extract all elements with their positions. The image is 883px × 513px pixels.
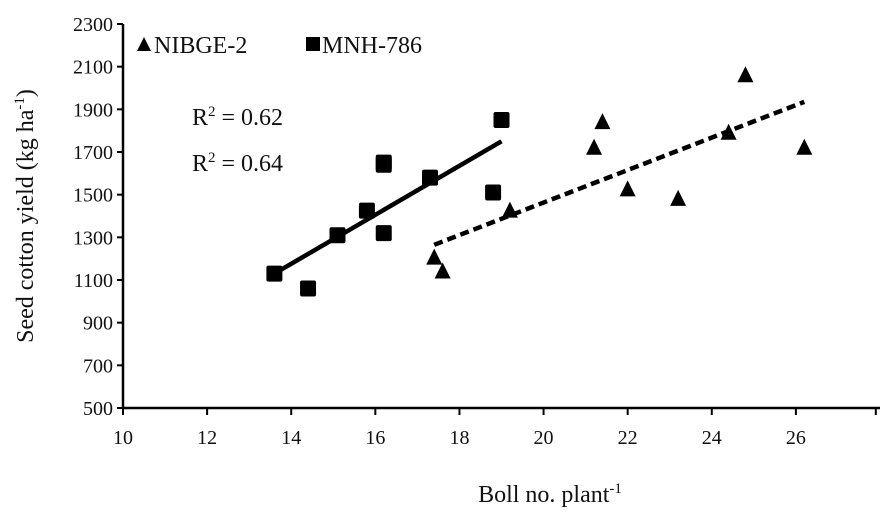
marker-triangle	[720, 123, 737, 140]
r2-sup: 2	[208, 150, 216, 166]
r2-annotation-1: R2 = 0.62	[192, 104, 283, 131]
x-tick-label: 10	[113, 427, 133, 449]
marker-square	[358, 202, 375, 219]
trendline-mnh786	[273, 139, 503, 276]
y-tick-label: 1500	[73, 185, 113, 207]
marker-square	[266, 265, 283, 282]
x-axis-title: Boll no. plant-1	[478, 481, 622, 508]
y-tick-label: 1100	[74, 270, 113, 292]
marker-triangle	[670, 189, 687, 206]
x-tick-label: 26	[786, 427, 806, 449]
r2-base: R	[192, 105, 208, 131]
trendlines	[273, 99, 806, 276]
x-tick-label: 18	[449, 427, 469, 449]
marker-square	[485, 184, 502, 201]
marker-square	[375, 154, 392, 171]
r2-sup: 2	[208, 104, 216, 120]
marker-square	[300, 280, 317, 297]
y-axis-title-sup: -1	[12, 97, 28, 110]
r2-value: = 0.64	[216, 151, 284, 177]
marker-triangle	[426, 248, 443, 265]
y-tick-label: 2100	[73, 57, 113, 79]
marker-triangle	[594, 113, 611, 130]
x-tick-label: 12	[197, 427, 217, 449]
y-tick-label: 900	[83, 313, 113, 335]
marker-triangle	[737, 66, 754, 83]
marker-square	[493, 112, 510, 128]
x-tick-label: 20	[534, 427, 554, 449]
y-tick-label: 1300	[73, 227, 113, 249]
x-axis-title-sup: -1	[609, 481, 622, 497]
x-tick-label: 24	[702, 427, 722, 449]
r2-annotation-2: R2 = 0.64	[192, 150, 283, 177]
marker-square	[329, 227, 346, 244]
legend-label-mnh786: MNH-786	[322, 33, 422, 59]
x-axis-ticks: 10 12 14 16 18 20 22 24 26	[113, 408, 877, 449]
marker-triangle	[586, 138, 603, 155]
x-tick-label: 14	[281, 427, 301, 449]
legend: NIBGE-2 MNH-786	[137, 33, 422, 59]
x-axis-title-text: Boll no. plant	[478, 482, 610, 508]
trendline-nibge2	[433, 99, 806, 247]
x-tick-label: 16	[365, 427, 385, 449]
legend-marker-triangle	[137, 37, 151, 51]
legend-label-nibge2: NIBGE-2	[154, 33, 247, 59]
marker-square	[422, 169, 439, 186]
y-tick-label: 1900	[73, 99, 113, 121]
x-tick-label: 22	[618, 427, 638, 449]
legend-marker-square	[306, 37, 320, 51]
y-tick-label: 2300	[73, 14, 113, 36]
marker-triangle	[434, 262, 451, 279]
y-axis-title-close: )	[13, 89, 39, 97]
r2-base: R	[192, 151, 208, 177]
y-tick-label: 700	[83, 355, 113, 377]
y-tick-label: 500	[83, 398, 113, 420]
data-markers	[266, 66, 813, 297]
marker-triangle	[619, 180, 636, 197]
y-axis-title: Seed cotton yield (kg ha-1)	[12, 89, 39, 343]
marker-triangle	[796, 138, 813, 155]
marker-triangle	[501, 201, 518, 218]
y-axis-title-text: Seed cotton yield (kg ha	[13, 109, 39, 343]
marker-square	[375, 225, 392, 242]
r2-value: = 0.62	[216, 105, 284, 131]
y-axis-ticks: 500 700 900 1100 1300 1500 1700 1900 2100 2300	[73, 14, 123, 420]
y-tick-label: 1700	[73, 142, 113, 164]
